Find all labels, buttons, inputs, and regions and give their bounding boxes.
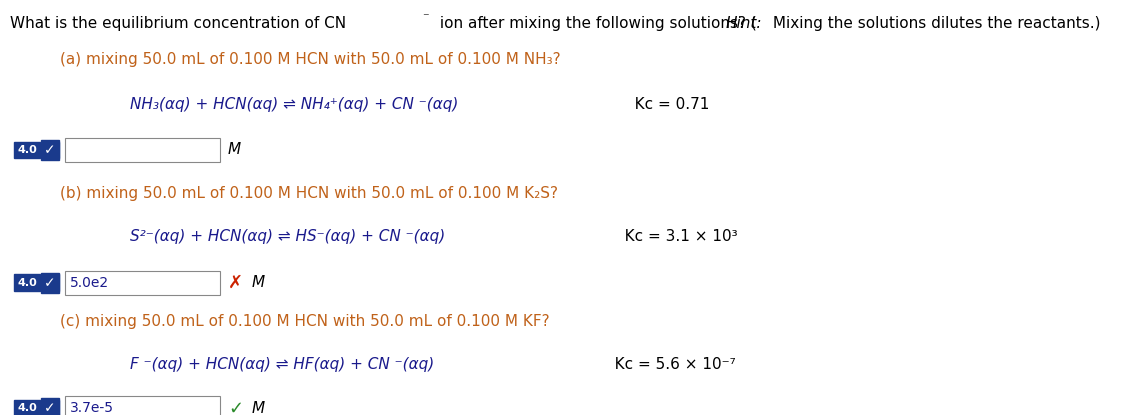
Text: M: M [252,401,265,415]
Text: ✓: ✓ [46,144,58,156]
Text: 5.0e2: 5.0e2 [70,276,110,290]
Text: Hint:: Hint: [726,15,762,31]
FancyBboxPatch shape [65,396,220,415]
Text: ✓: ✓ [228,400,243,415]
Text: S²⁻(αq) + HCN(αq) ⇌ HS⁻(αq) + CN ⁻(αq): S²⁻(αq) + HCN(αq) ⇌ HS⁻(αq) + CN ⁻(αq) [130,229,445,244]
Text: 4.0: 4.0 [17,278,37,288]
Text: Kᴄ = 5.6 × 10⁻⁷: Kᴄ = 5.6 × 10⁻⁷ [599,357,735,372]
FancyBboxPatch shape [65,271,220,295]
Text: (b) mixing 50.0 mL of 0.100 Μ HCN with 50.0 mL of 0.100 Μ K₂S?: (b) mixing 50.0 mL of 0.100 Μ HCN with 5… [60,186,558,201]
Text: 4.0: 4.0 [17,145,37,155]
Text: Mixing the solutions dilutes the reactants.): Mixing the solutions dilutes the reactan… [768,15,1100,31]
Text: M: M [228,142,240,157]
Text: ✓: ✓ [44,401,55,415]
Text: M: M [252,275,265,290]
Text: ion after mixing the following solutions? (: ion after mixing the following solutions… [435,15,756,31]
Text: ✓: ✓ [44,143,55,157]
Text: (c) mixing 50.0 mL of 0.100 Μ HCN with 50.0 mL of 0.100 Μ KF?: (c) mixing 50.0 mL of 0.100 Μ HCN with 5… [60,314,550,329]
Text: What is the equilibrium concentration of CN: What is the equilibrium concentration of… [10,15,347,31]
Text: 3.7e-5: 3.7e-5 [70,401,114,415]
Text: F ⁻(αq) + HCN(αq) ⇌ HF(αq) + CN ⁻(αq): F ⁻(αq) + HCN(αq) ⇌ HF(αq) + CN ⁻(αq) [130,357,435,372]
FancyBboxPatch shape [65,138,220,162]
Text: ✓: ✓ [46,276,58,289]
Text: ✓: ✓ [44,276,55,290]
Text: NH₃(αq) + HCN(αq) ⇌ NH₄⁺(αq) + CN ⁻(αq): NH₃(αq) + HCN(αq) ⇌ NH₄⁺(αq) + CN ⁻(αq) [130,97,458,112]
Text: ✗: ✗ [228,273,243,292]
Text: (a) mixing 50.0 mL of 0.100 Μ HCN with 50.0 mL of 0.100 Μ NH₃?: (a) mixing 50.0 mL of 0.100 Μ HCN with 5… [60,52,561,67]
Text: Kᴄ = 0.71: Kᴄ = 0.71 [620,97,709,112]
Text: ✓: ✓ [46,402,58,415]
Text: Kᴄ = 3.1 × 10³: Kᴄ = 3.1 × 10³ [610,229,737,244]
Text: ⁻: ⁻ [422,11,428,24]
Text: 4.0: 4.0 [17,403,37,413]
